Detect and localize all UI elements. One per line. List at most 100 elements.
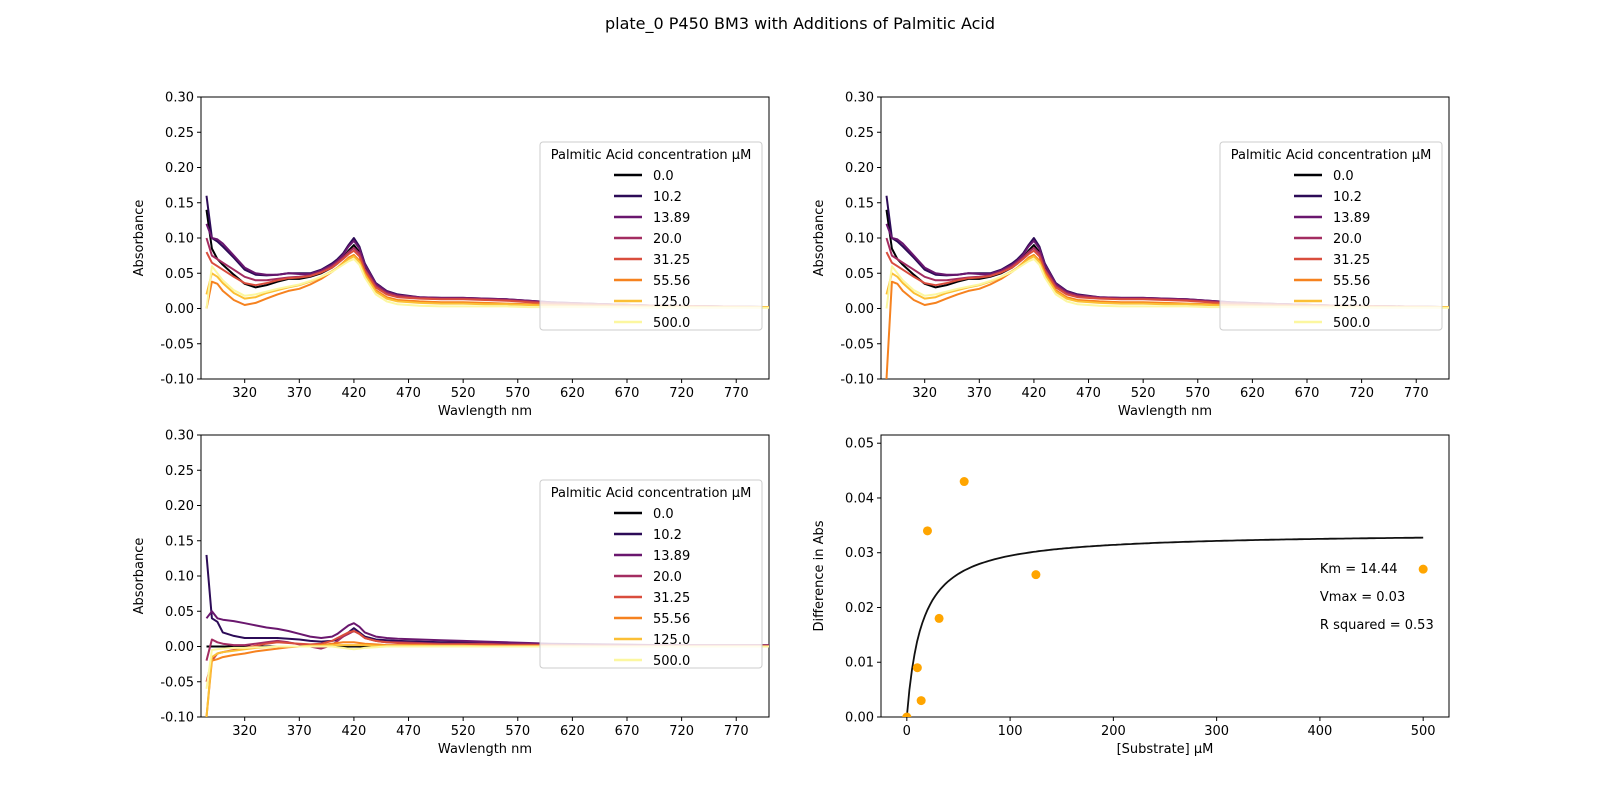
legend-entry: 125.0 [1333, 295, 1370, 310]
legend-entry: 20.0 [653, 232, 682, 247]
y-tick-label: 0.05 [165, 605, 194, 620]
legend-box [1219, 141, 1443, 331]
legend-box [539, 141, 763, 331]
x-tick-label: 620 [1240, 386, 1265, 401]
legend-entry: 31.25 [1333, 253, 1370, 268]
x-tick-label: 720 [669, 386, 694, 401]
legend-entry: 0.0 [1333, 169, 1354, 184]
y-tick-label: -0.10 [840, 373, 874, 388]
legend: Palmitic Acid concentration µM 0.0 10.2 13.… [539, 479, 763, 669]
y-tick-label: 0.20 [165, 161, 194, 176]
y-tick-label: 0.02 [845, 601, 874, 616]
y-tick-label: 0.05 [845, 267, 874, 282]
plot-area [205, 554, 769, 717]
y-tick-label: 0.15 [845, 196, 874, 211]
y-tick-label: 0.00 [845, 711, 874, 726]
series-line-31.25 [885, 249, 1449, 309]
legend-entry: 55.56 [653, 612, 690, 627]
x-tick-label: 720 [1349, 386, 1374, 401]
legend-entry: 13.89 [1333, 211, 1370, 226]
x-tick-label: 300 [1204, 724, 1229, 739]
x-tick-label: 570 [1185, 386, 1210, 401]
series-line-125.0 [205, 255, 769, 309]
x-tick-label: 670 [1295, 386, 1320, 401]
x-tick-label: 770 [724, 724, 749, 739]
legend-entry: 500.0 [1333, 316, 1370, 331]
x-tick-label: 100 [998, 724, 1023, 739]
x-tick-label: 320 [232, 386, 257, 401]
axes-frame [880, 434, 1450, 718]
legend-entry: 55.56 [653, 274, 690, 289]
y-tick-label: 0.25 [845, 126, 874, 141]
y-axis-label: Absorbance [812, 200, 827, 277]
x-axis-label: Wavlength nm [1118, 404, 1212, 419]
y-tick-label: 0.30 [845, 91, 874, 106]
legend-entry: 500.0 [653, 654, 690, 669]
legend-entry: 20.0 [1333, 232, 1362, 247]
x-tick-label: 370 [967, 386, 992, 401]
x-tick-label: 320 [912, 386, 937, 401]
x-tick-label: 570 [505, 386, 530, 401]
legend-entry: 0.0 [653, 507, 674, 522]
legend: Palmitic Acid concentration µM 0.0 10.2 13.… [539, 141, 763, 331]
fit-annotation: Vmax = 0.03 [1320, 590, 1405, 605]
legend-entry: 500.0 [653, 316, 690, 331]
series-line-500.0 [205, 258, 769, 309]
x-tick-label: 670 [615, 386, 640, 401]
x-tick-label: 370 [287, 386, 312, 401]
panel-bottom-left: 320 370 420 470 520 570 620 670 720 770 -0.10 -0.05… [132, 429, 770, 757]
legend-entry: 55.56 [1333, 274, 1370, 289]
y-axis-label: Difference in Abs [812, 520, 827, 631]
y-tick-label: 0.25 [165, 126, 194, 141]
x-axis-label: [Substrate] µM [1117, 742, 1214, 757]
panels: 320 370 420 470 520 570 620 670 720 770 -0.10 -0.05… [132, 91, 1450, 757]
plot-area [902, 477, 1428, 717]
x-tick-label: 420 [1022, 386, 1047, 401]
legend-entry: 31.25 [653, 591, 690, 606]
legend-title: Palmitic Acid concentration µM [551, 486, 752, 501]
x-tick-label: 770 [1404, 386, 1429, 401]
y-axis-label: Absorbance [132, 200, 147, 277]
y-tick-label: 0.15 [165, 196, 194, 211]
x-axis-label: Wavlength nm [438, 404, 532, 419]
fit-curve [905, 536, 1424, 717]
legend-entry: 10.2 [653, 528, 682, 543]
x-tick-label: 720 [669, 724, 694, 739]
data-point [912, 663, 922, 673]
legend-entry: 0.0 [653, 169, 674, 184]
y-tick-label: -0.05 [840, 337, 874, 352]
data-point [1031, 570, 1041, 580]
y-tick-label: 0.04 [845, 491, 874, 506]
y-tick-label: 0.05 [845, 437, 874, 452]
y-tick-label: 0.05 [165, 267, 194, 282]
series-line-125.0 [885, 255, 1449, 309]
legend-entry: 125.0 [653, 633, 690, 648]
legend-box [539, 479, 763, 669]
x-tick-label: 470 [396, 724, 421, 739]
legend-entry: 13.89 [653, 211, 690, 226]
y-tick-label: 0.01 [845, 656, 874, 671]
legend-title: Palmitic Acid concentration µM [1231, 148, 1432, 163]
y-tick-label: 0.30 [165, 429, 194, 444]
x-axis-label: Wavlength nm [438, 742, 532, 757]
x-tick-label: 200 [1101, 724, 1126, 739]
y-tick-label: -0.10 [160, 373, 194, 388]
y-tick-label: 0.10 [165, 570, 194, 585]
x-tick-label: 520 [1131, 386, 1156, 401]
legend-title: Palmitic Acid concentration µM [551, 148, 752, 163]
x-tick-label: 320 [232, 724, 257, 739]
legend-entry: 10.2 [653, 190, 682, 205]
legend-entry: 13.89 [653, 549, 690, 564]
series-line-13.89 [205, 610, 769, 647]
x-tick-label: 500 [1411, 724, 1436, 739]
x-tick-label: 520 [451, 724, 476, 739]
data-point [934, 613, 944, 623]
y-tick-label: 0.20 [845, 161, 874, 176]
figure-title: plate_0 P450 BM3 with Additions of Palmi… [605, 14, 995, 34]
plot-area [205, 195, 769, 309]
legend-entry: 125.0 [653, 295, 690, 310]
y-tick-label: 0.15 [165, 534, 194, 549]
data-point [916, 696, 926, 706]
data-point [902, 712, 912, 717]
x-tick-label: 470 [1076, 386, 1101, 401]
